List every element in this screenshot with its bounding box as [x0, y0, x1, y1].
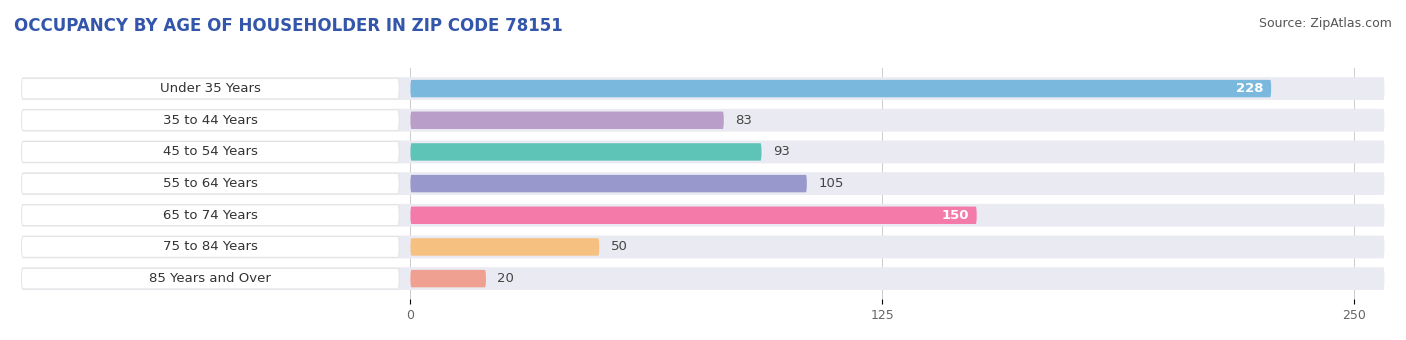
Text: 35 to 44 Years: 35 to 44 Years — [163, 114, 257, 127]
FancyBboxPatch shape — [21, 78, 399, 99]
Text: 55 to 64 Years: 55 to 64 Years — [163, 177, 257, 190]
FancyBboxPatch shape — [21, 237, 399, 257]
FancyBboxPatch shape — [411, 238, 599, 256]
FancyBboxPatch shape — [21, 77, 1385, 100]
FancyBboxPatch shape — [21, 267, 1385, 290]
Text: 105: 105 — [818, 177, 844, 190]
Text: OCCUPANCY BY AGE OF HOUSEHOLDER IN ZIP CODE 78151: OCCUPANCY BY AGE OF HOUSEHOLDER IN ZIP C… — [14, 17, 562, 35]
FancyBboxPatch shape — [21, 140, 1385, 163]
Text: 50: 50 — [610, 240, 627, 253]
Text: 228: 228 — [1236, 82, 1264, 95]
FancyBboxPatch shape — [411, 207, 977, 224]
Text: 93: 93 — [773, 146, 790, 158]
FancyBboxPatch shape — [411, 112, 724, 129]
FancyBboxPatch shape — [411, 270, 486, 287]
FancyBboxPatch shape — [21, 109, 1385, 132]
Text: 45 to 54 Years: 45 to 54 Years — [163, 146, 257, 158]
FancyBboxPatch shape — [21, 205, 399, 225]
Text: 83: 83 — [735, 114, 752, 127]
FancyBboxPatch shape — [21, 142, 399, 162]
FancyBboxPatch shape — [411, 143, 762, 160]
FancyBboxPatch shape — [21, 204, 1385, 227]
Text: 65 to 74 Years: 65 to 74 Years — [163, 209, 257, 222]
Text: 75 to 84 Years: 75 to 84 Years — [163, 240, 257, 253]
Text: 20: 20 — [498, 272, 515, 285]
Text: 150: 150 — [942, 209, 969, 222]
FancyBboxPatch shape — [21, 110, 399, 131]
FancyBboxPatch shape — [21, 268, 399, 289]
FancyBboxPatch shape — [411, 175, 807, 192]
FancyBboxPatch shape — [21, 236, 1385, 258]
FancyBboxPatch shape — [21, 173, 399, 194]
Text: Under 35 Years: Under 35 Years — [160, 82, 260, 95]
Text: Source: ZipAtlas.com: Source: ZipAtlas.com — [1258, 17, 1392, 30]
FancyBboxPatch shape — [21, 172, 1385, 195]
Text: 85 Years and Over: 85 Years and Over — [149, 272, 271, 285]
FancyBboxPatch shape — [411, 80, 1271, 97]
